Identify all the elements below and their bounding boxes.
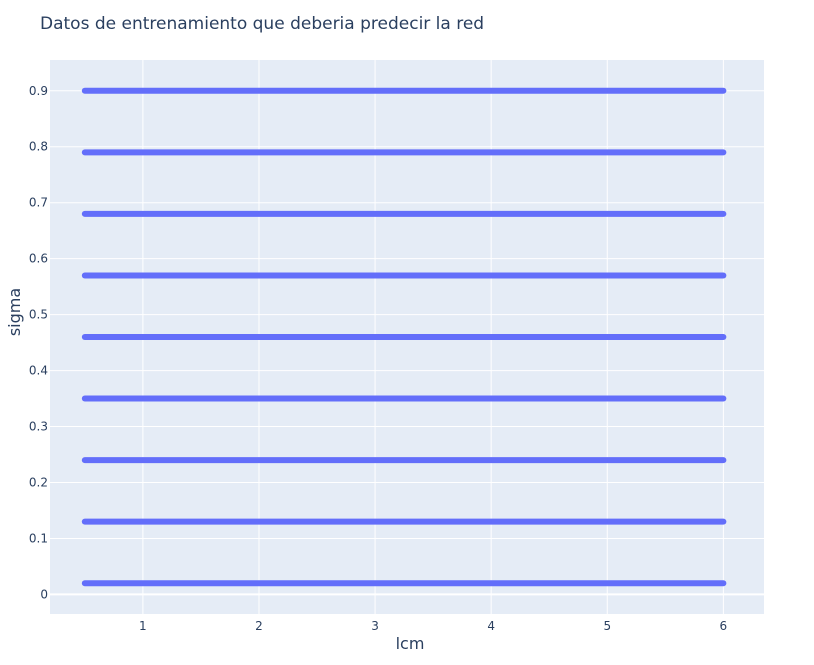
x-tick-label: 2	[255, 619, 263, 633]
y-tick-label: 0.6	[29, 252, 48, 266]
y-tick-label: 0.9	[29, 84, 48, 98]
y-tick-label: 0.2	[29, 475, 48, 489]
y-tick-label: 0.8	[29, 140, 48, 154]
y-tick-label: 0.3	[29, 420, 48, 434]
x-tick-label: 6	[720, 619, 728, 633]
x-tick-label: 5	[603, 619, 611, 633]
y-tick-label: 0	[40, 587, 48, 601]
chart-title: Datos de entrenamiento que deberia prede…	[40, 14, 484, 34]
x-tick-label: 3	[371, 619, 379, 633]
y-tick-label: 0.5	[29, 308, 48, 322]
y-axis-title: sigma	[5, 288, 24, 336]
x-axis-title: lcm	[396, 634, 425, 653]
y-tick-label: 0.7	[29, 196, 48, 210]
data-marks	[81, 87, 727, 587]
x-tick-label: 4	[487, 619, 495, 633]
y-tick-label: 0.4	[29, 364, 48, 378]
tick-labels: 1 2 3 4 5 6 0 0.1 0.2 0.3 0.4 0.5 0.6 0.7 0.8 0.9	[29, 84, 727, 633]
y-tick-label: 0.1	[29, 531, 48, 545]
x-tick-label: 1	[139, 619, 147, 633]
